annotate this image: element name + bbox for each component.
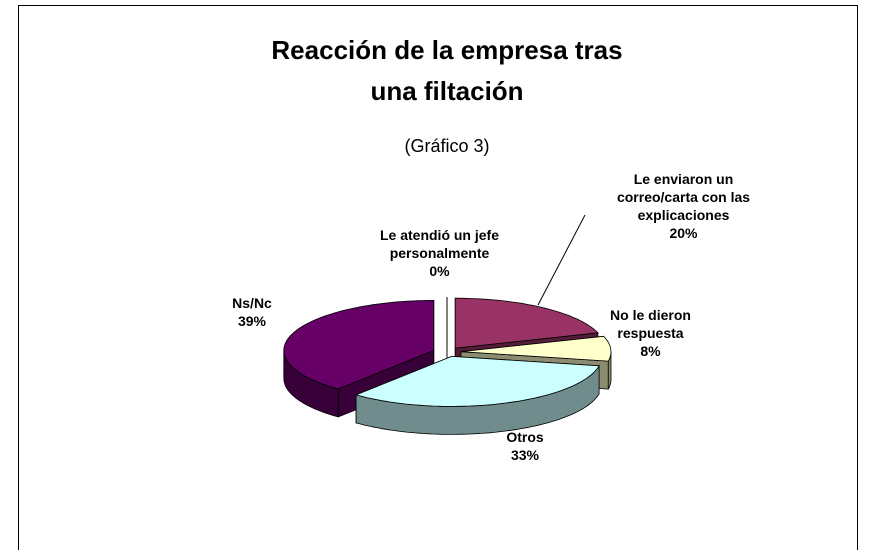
value-label: 39%: [237, 313, 267, 329]
value-label: 0%: [429, 263, 450, 279]
slice: [454, 297, 599, 349]
data-label: Otros 33%: [470, 428, 580, 464]
data-label: No le dieron respuesta 8%: [598, 306, 703, 360]
data-label: Le enviaron un correo/carta con las expl…: [606, 170, 761, 242]
data-label: Ns/Nc 39%: [212, 294, 292, 330]
leader-line: [537, 214, 586, 306]
category-label: Le enviaron un correo/carta con las expl…: [616, 171, 751, 223]
slice: [283, 300, 435, 390]
category-label: Ns/Nc: [232, 295, 272, 311]
slice: [354, 355, 600, 407]
category-label: No le dieron respuesta: [610, 307, 691, 341]
value-label: 8%: [640, 343, 661, 359]
data-label: Le atendió un jefe personalmente 0%: [352, 226, 527, 280]
chart-title: Reacción de la empresa tras una filtació…: [271, 35, 623, 106]
category-label: Le atendió un jefe personalmente: [379, 227, 499, 261]
value-label: 20%: [669, 225, 698, 241]
chart-border: [18, 5, 858, 550]
chart-subtitle: (Gráfico 3): [404, 136, 490, 156]
slice: [460, 335, 612, 362]
category-label: Otros: [506, 429, 544, 445]
value-label: 33%: [510, 447, 540, 463]
